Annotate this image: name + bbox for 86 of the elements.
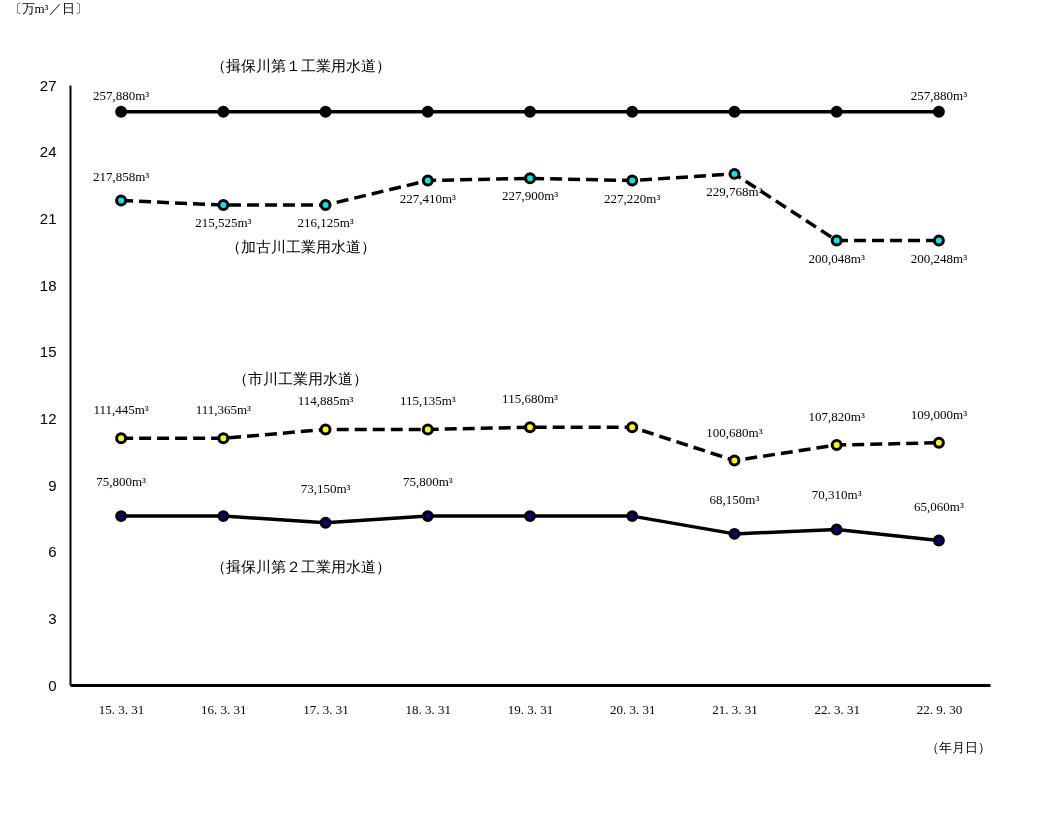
annotation: 257,880m³ (92, 87, 150, 103)
x-tick-label: 22. 3. 31 (814, 701, 860, 717)
point (830, 105, 843, 118)
point (319, 516, 332, 529)
y-tick-label: 6 (48, 543, 57, 561)
point (932, 534, 945, 547)
y-tick-label: 12 (39, 409, 57, 427)
point (421, 510, 434, 523)
x-tick-label: 19. 3. 31 (507, 701, 554, 717)
point (728, 167, 741, 180)
series-label: （加古川工業用水道） (225, 238, 376, 256)
annotation: 115,680m³ (502, 391, 558, 407)
y-tick-label: 24 (39, 143, 57, 161)
annotation: 114,885m³ (297, 393, 354, 409)
x-tick-label: 21. 3. 31 (712, 701, 758, 717)
point (626, 421, 639, 434)
text: （揖保川第２工業用水道） (210, 557, 391, 576)
annotation: 75,800m³ (96, 474, 147, 490)
y-axis-title: 〔万m³／日〕 (8, 0, 88, 16)
annotation: 111,445m³ (93, 402, 149, 418)
annotation: 115,135m³ (399, 393, 456, 409)
point (319, 105, 332, 118)
text: （市川工業用水道） (233, 370, 369, 389)
point (524, 105, 536, 118)
point (626, 174, 639, 187)
point (626, 510, 639, 523)
annotation: 75,800m³ (402, 474, 453, 490)
x-tick-label: 22. 9. 30 (916, 701, 963, 717)
point (115, 510, 128, 523)
x-tick-label: 16. 3. 31 (201, 701, 247, 717)
point (728, 105, 741, 118)
annotation: 109,000m³ (910, 406, 968, 422)
y-tick-label: 27 (39, 76, 57, 94)
annotation: 227,220m³ (604, 190, 661, 206)
point (319, 423, 332, 436)
point (830, 234, 843, 247)
x-tick-label: 15. 3. 31 (98, 701, 145, 717)
annotation: 73,150m³ (300, 480, 351, 496)
annotation: 65,060m³ (914, 498, 964, 514)
point (830, 523, 843, 536)
point (421, 423, 434, 436)
point (217, 105, 230, 118)
annotation: 107,820m³ (808, 409, 865, 424)
y-tick-label: 15 (39, 343, 57, 361)
y-tick-label: 18 (39, 276, 57, 294)
text: （揖保川第１工業用水道） (210, 56, 391, 75)
point (115, 194, 128, 207)
annotation: 68,150m³ (709, 491, 760, 507)
point (524, 510, 536, 523)
point (115, 105, 128, 118)
annotation: 217,858m³ (92, 168, 150, 184)
annotation: 200,248m³ (910, 250, 968, 266)
point (932, 234, 945, 247)
point (421, 174, 434, 187)
annotation: 227,900m³ (501, 188, 559, 204)
point (217, 432, 230, 445)
y-tick-label: 3 (48, 609, 57, 627)
annotation: 215,525m³ (195, 215, 252, 230)
annotation: 111,365m³ (195, 402, 252, 418)
y-tick-label: 21 (39, 209, 57, 227)
annotation: 100,680m³ (706, 424, 763, 440)
point (932, 105, 945, 118)
annotation: 227,410m³ (399, 190, 457, 206)
annotation: 216,125m³ (297, 215, 354, 230)
point (217, 510, 230, 523)
point (932, 436, 945, 449)
point (626, 105, 639, 118)
x-tick-label: 17. 3. 31 (303, 701, 349, 717)
x-tick-label: 20. 3. 31 (609, 701, 656, 717)
point (115, 432, 128, 445)
annotation: 200,048m³ (808, 250, 865, 266)
point (728, 454, 741, 467)
point (217, 199, 230, 211)
annotation: 229,768m³ (706, 183, 763, 199)
y-tick-label: 9 (48, 476, 57, 494)
point (830, 439, 843, 451)
annotation: 257,880m³ (910, 87, 968, 103)
point (421, 105, 434, 118)
y-tick-label: 0 (48, 676, 57, 694)
point (728, 527, 741, 540)
x-tick-label: 18. 3. 31 (405, 701, 452, 717)
point (319, 199, 332, 211)
point (524, 421, 536, 434)
annotation: 70,310m³ (811, 487, 862, 503)
point (524, 172, 536, 185)
x-axis-title: （年月日） (925, 739, 991, 755)
